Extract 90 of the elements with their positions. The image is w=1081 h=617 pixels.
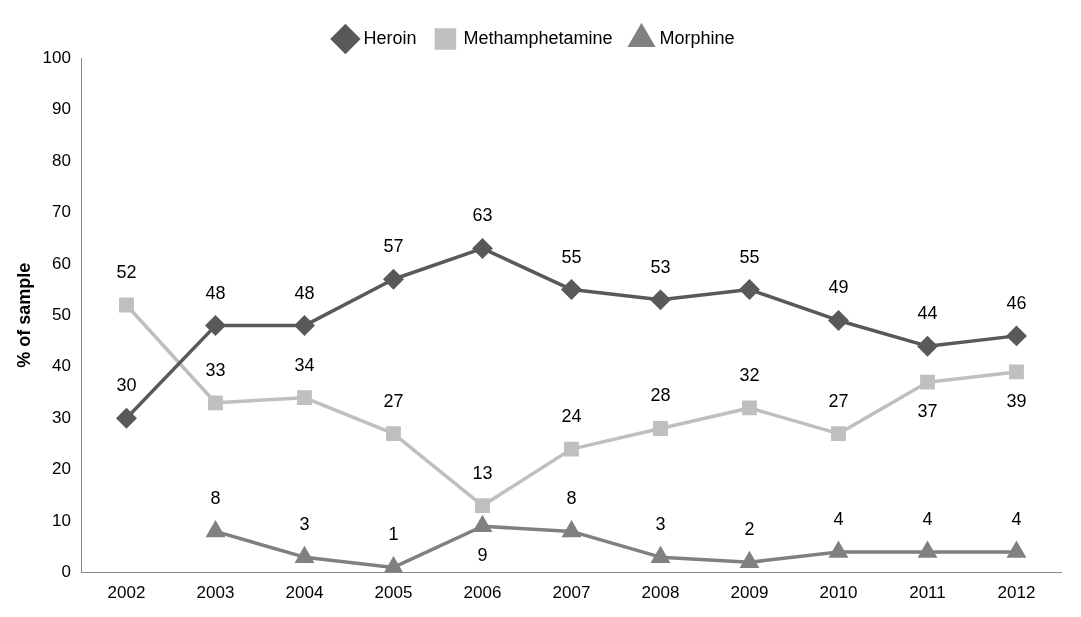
point xyxy=(475,498,490,514)
legend-label: Heroin xyxy=(363,27,417,48)
point xyxy=(831,426,846,442)
x-tick-label: 2005 xyxy=(374,583,413,603)
x-tick-label: 2003 xyxy=(196,583,235,603)
data-label: 34 xyxy=(294,354,315,375)
data-label: 32 xyxy=(739,364,760,385)
x-tick-label: 2010 xyxy=(819,583,858,603)
y-tick-label: 100 xyxy=(42,47,71,67)
data-label: 27 xyxy=(383,390,404,411)
data-label: 3 xyxy=(299,514,310,535)
x-tick-label: 2012 xyxy=(997,583,1036,603)
point xyxy=(1009,364,1024,380)
y-tick-label: 50 xyxy=(52,304,71,324)
point xyxy=(119,297,134,313)
point xyxy=(739,279,760,300)
point xyxy=(917,336,938,356)
data-label: 53 xyxy=(650,256,671,277)
data-label: 52 xyxy=(116,261,137,282)
point xyxy=(650,290,671,310)
data-label: 28 xyxy=(650,385,671,406)
point xyxy=(294,315,315,336)
data-label: 3 xyxy=(655,514,666,535)
x-tick-label: 2009 xyxy=(730,583,769,603)
data-label: 46 xyxy=(1006,292,1027,313)
data-label: 33 xyxy=(205,359,226,380)
data-label: 30 xyxy=(116,375,137,396)
data-label: 27 xyxy=(828,390,849,411)
point xyxy=(297,390,312,406)
point xyxy=(383,269,404,290)
data-label: 4 xyxy=(922,508,933,529)
point xyxy=(384,557,403,573)
y-tick-label: 0 xyxy=(61,562,71,582)
data-label: 4 xyxy=(833,508,844,529)
data-label: 49 xyxy=(828,277,849,298)
y-tick-label: 60 xyxy=(52,253,71,273)
legend-label: Morphine xyxy=(659,27,735,48)
data-label: 8 xyxy=(566,488,577,509)
point xyxy=(562,521,581,538)
point xyxy=(653,421,668,436)
data-label: 13 xyxy=(472,462,493,483)
data-label: 2 xyxy=(744,519,755,540)
point xyxy=(1007,542,1026,558)
y-tick-label: 70 xyxy=(52,202,71,222)
data-label: 57 xyxy=(383,236,404,257)
point xyxy=(206,521,225,538)
x-tick-label: 2011 xyxy=(909,583,946,603)
legend-label: Methamphetamine xyxy=(463,27,613,48)
point xyxy=(116,408,137,428)
data-label: 1 xyxy=(388,524,399,545)
point xyxy=(742,400,757,416)
x-tick-label: 2004 xyxy=(285,583,324,603)
point xyxy=(918,542,937,558)
point xyxy=(561,279,582,300)
point xyxy=(295,547,314,563)
y-tick-label: 10 xyxy=(52,510,71,530)
x-tick-label: 2007 xyxy=(552,583,591,603)
point xyxy=(740,552,759,569)
y-tick-label: 20 xyxy=(52,459,71,479)
data-label: 37 xyxy=(917,401,938,422)
point xyxy=(473,516,492,533)
point xyxy=(828,310,849,331)
x-tick-label: 2002 xyxy=(107,583,146,603)
data-label: 63 xyxy=(472,205,493,226)
y-tick-label: 90 xyxy=(52,99,71,119)
data-label: 9 xyxy=(477,545,488,566)
y-tick-label: 40 xyxy=(52,356,71,376)
point xyxy=(386,426,401,442)
y-axis-title: % of sample xyxy=(13,262,34,368)
point xyxy=(472,238,493,259)
data-label: 55 xyxy=(561,246,582,267)
data-label: 48 xyxy=(205,282,226,303)
data-label: 24 xyxy=(561,406,582,427)
point xyxy=(205,315,226,336)
point xyxy=(920,374,935,390)
point xyxy=(829,542,848,558)
data-label: 39 xyxy=(1006,390,1027,411)
point xyxy=(651,547,670,563)
data-label: 55 xyxy=(739,246,760,267)
point xyxy=(564,441,579,457)
y-tick-label: 30 xyxy=(52,407,71,427)
point xyxy=(208,395,223,411)
point xyxy=(1006,326,1027,346)
x-tick-label: 2008 xyxy=(641,583,680,603)
data-label: 8 xyxy=(210,488,221,509)
data-label: 44 xyxy=(917,303,938,324)
y-tick-label: 80 xyxy=(52,150,71,170)
data-label: 4 xyxy=(1011,508,1022,529)
data-label: 48 xyxy=(294,282,315,303)
x-tick-label: 2006 xyxy=(463,583,502,603)
